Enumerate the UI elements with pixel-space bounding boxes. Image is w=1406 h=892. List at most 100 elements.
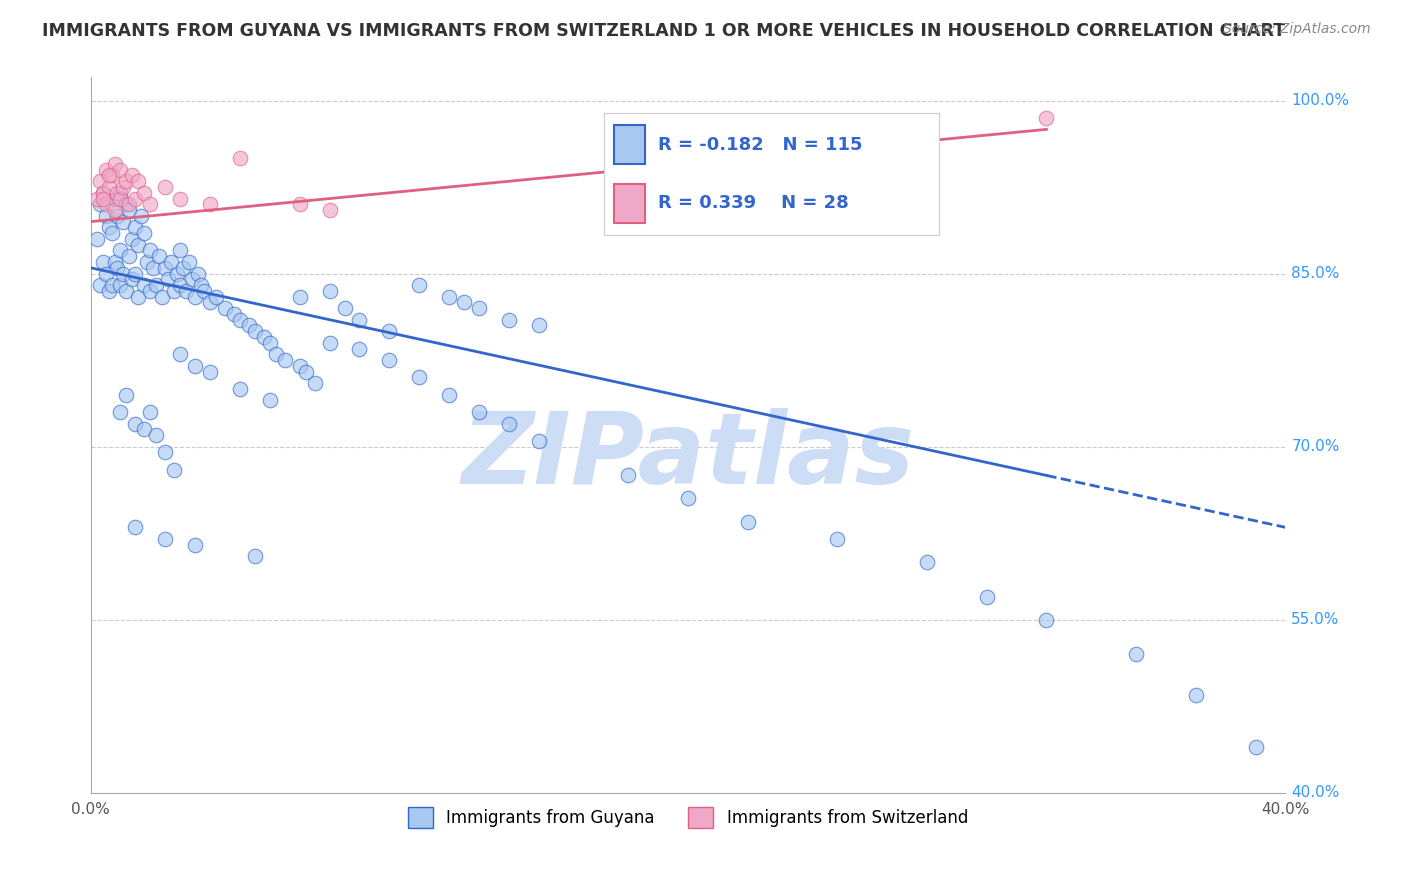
Point <box>187 267 209 281</box>
Point <box>333 301 356 315</box>
Point <box>124 192 146 206</box>
Text: 100.0%: 100.0% <box>1291 93 1350 108</box>
Point <box>264 347 287 361</box>
Point <box>124 417 146 431</box>
Point <box>103 192 125 206</box>
Point <box>527 434 550 448</box>
Point <box>193 284 215 298</box>
Point <box>139 244 162 258</box>
Point <box>1035 111 1057 125</box>
Point <box>121 232 143 246</box>
Point <box>107 260 129 275</box>
Point <box>112 180 135 194</box>
Point <box>100 169 122 183</box>
Point <box>97 284 120 298</box>
Point <box>110 186 132 200</box>
Point <box>318 335 340 350</box>
Point <box>976 590 998 604</box>
Point <box>169 192 191 206</box>
Point <box>110 192 132 206</box>
Point <box>498 312 520 326</box>
Point <box>160 255 183 269</box>
Point <box>134 278 156 293</box>
Point <box>827 532 849 546</box>
Point <box>118 197 141 211</box>
Point <box>288 197 311 211</box>
Point <box>103 255 125 269</box>
Point <box>136 255 159 269</box>
Point <box>498 417 520 431</box>
Point <box>259 335 281 350</box>
Point <box>94 267 117 281</box>
Point <box>169 244 191 258</box>
Point <box>139 284 162 298</box>
Point <box>94 197 117 211</box>
Point <box>181 272 204 286</box>
Point <box>468 301 491 315</box>
Text: 55.0%: 55.0% <box>1291 612 1340 627</box>
Point <box>243 549 266 564</box>
Point <box>408 370 430 384</box>
Point <box>103 203 125 218</box>
Point <box>148 249 170 263</box>
Point <box>145 278 167 293</box>
Text: ZIPatlas: ZIPatlas <box>461 408 914 505</box>
Point <box>155 260 177 275</box>
Legend: Immigrants from Guyana, Immigrants from Switzerland: Immigrants from Guyana, Immigrants from … <box>401 801 974 834</box>
Point <box>118 203 141 218</box>
Point <box>198 295 221 310</box>
Point <box>676 491 699 506</box>
Point <box>318 203 340 218</box>
Point <box>124 267 146 281</box>
Point <box>127 290 149 304</box>
Point <box>1125 647 1147 661</box>
Point <box>97 180 120 194</box>
Point <box>169 278 191 293</box>
Point <box>174 284 197 298</box>
Point <box>115 197 138 211</box>
Point <box>179 255 201 269</box>
Point <box>110 405 132 419</box>
Point <box>100 278 122 293</box>
Point <box>184 290 207 304</box>
Point <box>155 445 177 459</box>
Point <box>91 192 114 206</box>
Point <box>112 214 135 228</box>
Point <box>304 376 326 391</box>
Text: IMMIGRANTS FROM GUYANA VS IMMIGRANTS FROM SWITZERLAND 1 OR MORE VEHICLES IN HOUS: IMMIGRANTS FROM GUYANA VS IMMIGRANTS FRO… <box>42 22 1285 40</box>
Point <box>243 324 266 338</box>
Point <box>110 244 132 258</box>
Point <box>1035 613 1057 627</box>
Point <box>86 192 108 206</box>
Point <box>253 330 276 344</box>
Point <box>163 284 186 298</box>
Point <box>103 157 125 171</box>
Point <box>97 220 120 235</box>
Point <box>150 290 173 304</box>
Point <box>91 255 114 269</box>
Point <box>142 260 165 275</box>
Point <box>100 226 122 240</box>
Point <box>89 278 111 293</box>
Point <box>288 290 311 304</box>
Point <box>205 290 228 304</box>
Text: 40.0%: 40.0% <box>1291 785 1340 800</box>
Point <box>94 162 117 177</box>
Point <box>107 186 129 200</box>
Point <box>91 186 114 200</box>
Point <box>134 422 156 436</box>
Point <box>349 312 371 326</box>
Point <box>1184 688 1206 702</box>
Point <box>184 538 207 552</box>
Point <box>288 359 311 373</box>
Point <box>134 226 156 240</box>
Point <box>163 463 186 477</box>
Point <box>157 272 180 286</box>
Point <box>238 318 260 333</box>
Point <box>124 520 146 534</box>
Point <box>110 278 132 293</box>
Point <box>229 312 252 326</box>
Text: 70.0%: 70.0% <box>1291 439 1340 454</box>
Point <box>198 365 221 379</box>
Point <box>110 162 132 177</box>
